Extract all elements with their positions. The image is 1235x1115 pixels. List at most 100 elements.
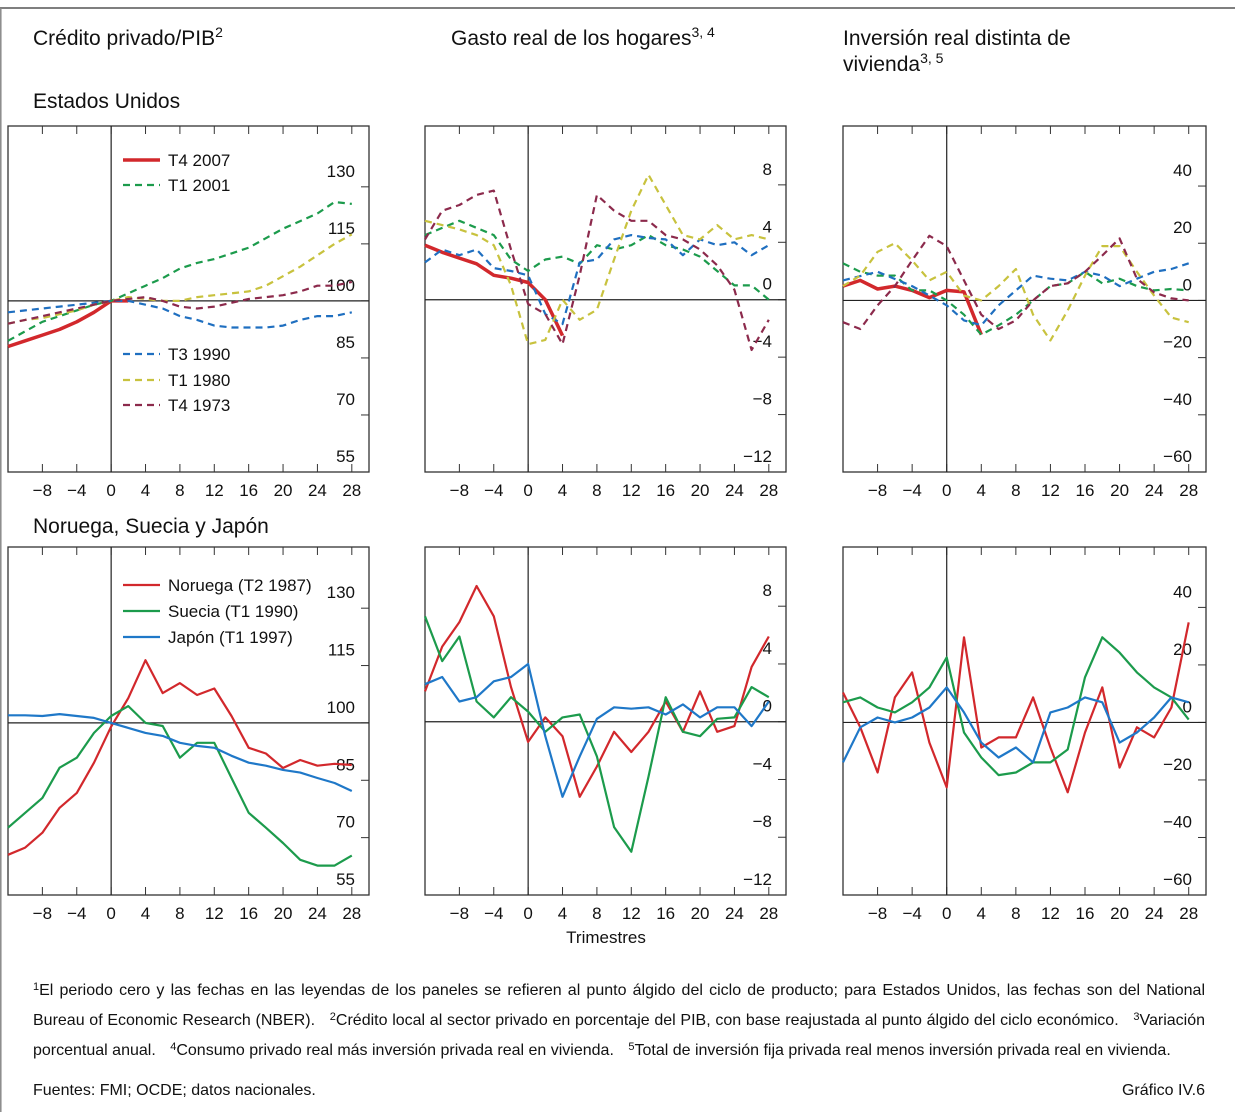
- series-line: [842, 242, 1189, 342]
- x-tick-label: 12: [622, 481, 641, 500]
- footnote-text: Variación porcentual anual.: [33, 1012, 1206, 1059]
- footnote: 3Variación porcentual anual.: [33, 1011, 1206, 1059]
- x-tick-label: 0: [106, 904, 115, 923]
- y-tick-label: 4: [763, 217, 772, 236]
- x-tick-label: 24: [725, 904, 744, 923]
- x-axis-label: Trimestres: [566, 928, 646, 947]
- y-tick-label: 8: [763, 581, 772, 600]
- series-line: [424, 173, 770, 346]
- x-tick-label: 16: [656, 481, 675, 500]
- x-tick-label: 28: [342, 904, 361, 923]
- y-tick-label: −8: [753, 812, 772, 831]
- y-tick-label: 0: [1183, 275, 1192, 294]
- y-tick-label: 40: [1173, 582, 1192, 601]
- y-tick-label: 130: [327, 583, 355, 602]
- x-tick-label: 12: [205, 481, 224, 500]
- footnote-number: 1: [33, 981, 40, 993]
- x-tick-label: 20: [274, 904, 293, 923]
- legend-label: T3 1990: [168, 345, 230, 364]
- column-title-text: Crédito privado/PIB: [33, 27, 215, 50]
- y-tick-label: 40: [1173, 161, 1192, 180]
- x-tick-label: 20: [691, 481, 710, 500]
- y-tick-label: 100: [327, 698, 355, 717]
- x-tick-label: 24: [308, 481, 327, 500]
- y-tick-label: 70: [336, 813, 355, 832]
- plot-frame: [842, 125, 1207, 473]
- x-tick-label: −8: [868, 904, 887, 923]
- x-tick-label: 8: [592, 481, 601, 500]
- series-line: [424, 189, 770, 352]
- x-tick-label: 16: [239, 481, 258, 500]
- footnote-text: Crédito local al sector privado en porce…: [335, 1012, 1119, 1029]
- x-tick-label: 28: [342, 481, 361, 500]
- y-tick-label: 130: [327, 162, 355, 181]
- x-tick-label: 28: [759, 481, 778, 500]
- x-tick-label: 16: [656, 904, 675, 923]
- footnote-text: El periodo cero y las fechas en las leye…: [33, 982, 1205, 1029]
- series-line: [7, 233, 353, 325]
- y-tick-label: −20: [1163, 333, 1192, 352]
- x-tick-label: 4: [558, 904, 567, 923]
- x-tick-label: −8: [450, 904, 469, 923]
- x-tick-label: 0: [106, 481, 115, 500]
- x-tick-label: 12: [1041, 481, 1060, 500]
- series-line: [842, 636, 1190, 777]
- footnote: 1El periodo cero y las fechas en las ley…: [33, 981, 1205, 1029]
- footnote-number: 5: [628, 1041, 635, 1053]
- footnote: 5Total de inversión fija privada real me…: [618, 1041, 1170, 1059]
- column-title: Crédito privado/PIB2: [33, 24, 223, 50]
- plot-frame: [7, 546, 370, 896]
- x-tick-label: 20: [691, 904, 710, 923]
- row-title: Estados Unidos: [33, 90, 180, 113]
- series-line: [424, 662, 770, 798]
- column-title: Inversión real distinta de vivienda3, 5: [843, 27, 1071, 76]
- x-tick-label: 12: [622, 904, 641, 923]
- y-tick-label: 70: [336, 390, 355, 409]
- y-tick-label: −4: [753, 754, 772, 773]
- panel: −8 −4 0 4 8 12 16 20 24 28557085100115130Noruega …: [7, 546, 370, 923]
- column-title-text: vivienda: [843, 53, 920, 76]
- y-tick-label: 0: [763, 697, 772, 716]
- figure-id: Gráfico IV.6: [1121, 1082, 1205, 1099]
- legend-label: Suecia (T1 1990): [168, 602, 298, 621]
- x-tick-label: −4: [902, 904, 921, 923]
- series-line: [423, 615, 770, 853]
- y-tick-label: 85: [336, 333, 355, 352]
- column-title-text: Inversión real distinta de: [843, 27, 1071, 50]
- x-tick-label: −8: [450, 481, 469, 500]
- y-tick-label: −12: [743, 447, 772, 466]
- x-tick-label: 20: [274, 481, 293, 500]
- footnote-text: Consumo privado real más inversión priva…: [176, 1042, 614, 1059]
- series-line: [424, 234, 770, 326]
- y-tick-label: 115: [328, 219, 355, 238]
- series-line: [842, 262, 1189, 336]
- x-tick-label: −8: [868, 481, 887, 500]
- x-tick-label: 20: [1110, 904, 1129, 923]
- x-tick-label: 4: [977, 904, 986, 923]
- footnotes: 1El periodo cero y las fechas en las ley…: [33, 974, 1205, 1064]
- column-title: Gasto real de los hogares3, 4: [451, 24, 715, 50]
- x-tick-label: 16: [239, 904, 258, 923]
- panel: −8 −4 0 4 8 12 16 20 24 28 −12 −8 −4 0 4 8: [423, 546, 787, 923]
- y-tick-label: 4: [763, 639, 772, 658]
- x-tick-label: −4: [67, 904, 86, 923]
- series-line: [7, 200, 352, 342]
- series-line: [842, 262, 1190, 327]
- column-title-sup: 3, 4: [691, 24, 715, 40]
- plot-frame: [424, 546, 787, 896]
- legend-label: T4 2007: [168, 151, 230, 170]
- series-line: [424, 219, 770, 301]
- series-line: [7, 280, 353, 325]
- plot-frame: [7, 125, 370, 473]
- column-title-sup: 3, 5: [920, 50, 944, 66]
- legend-label: T1 2001: [168, 176, 230, 195]
- sources: Fuentes: FMI; OCDE; datos nacionales.: [33, 1082, 316, 1099]
- x-tick-label: 0: [942, 481, 951, 500]
- y-tick-label: −40: [1163, 812, 1192, 831]
- x-tick-label: −4: [902, 481, 921, 500]
- x-tick-label: 24: [308, 904, 327, 923]
- footnote-number: 2: [329, 1011, 336, 1023]
